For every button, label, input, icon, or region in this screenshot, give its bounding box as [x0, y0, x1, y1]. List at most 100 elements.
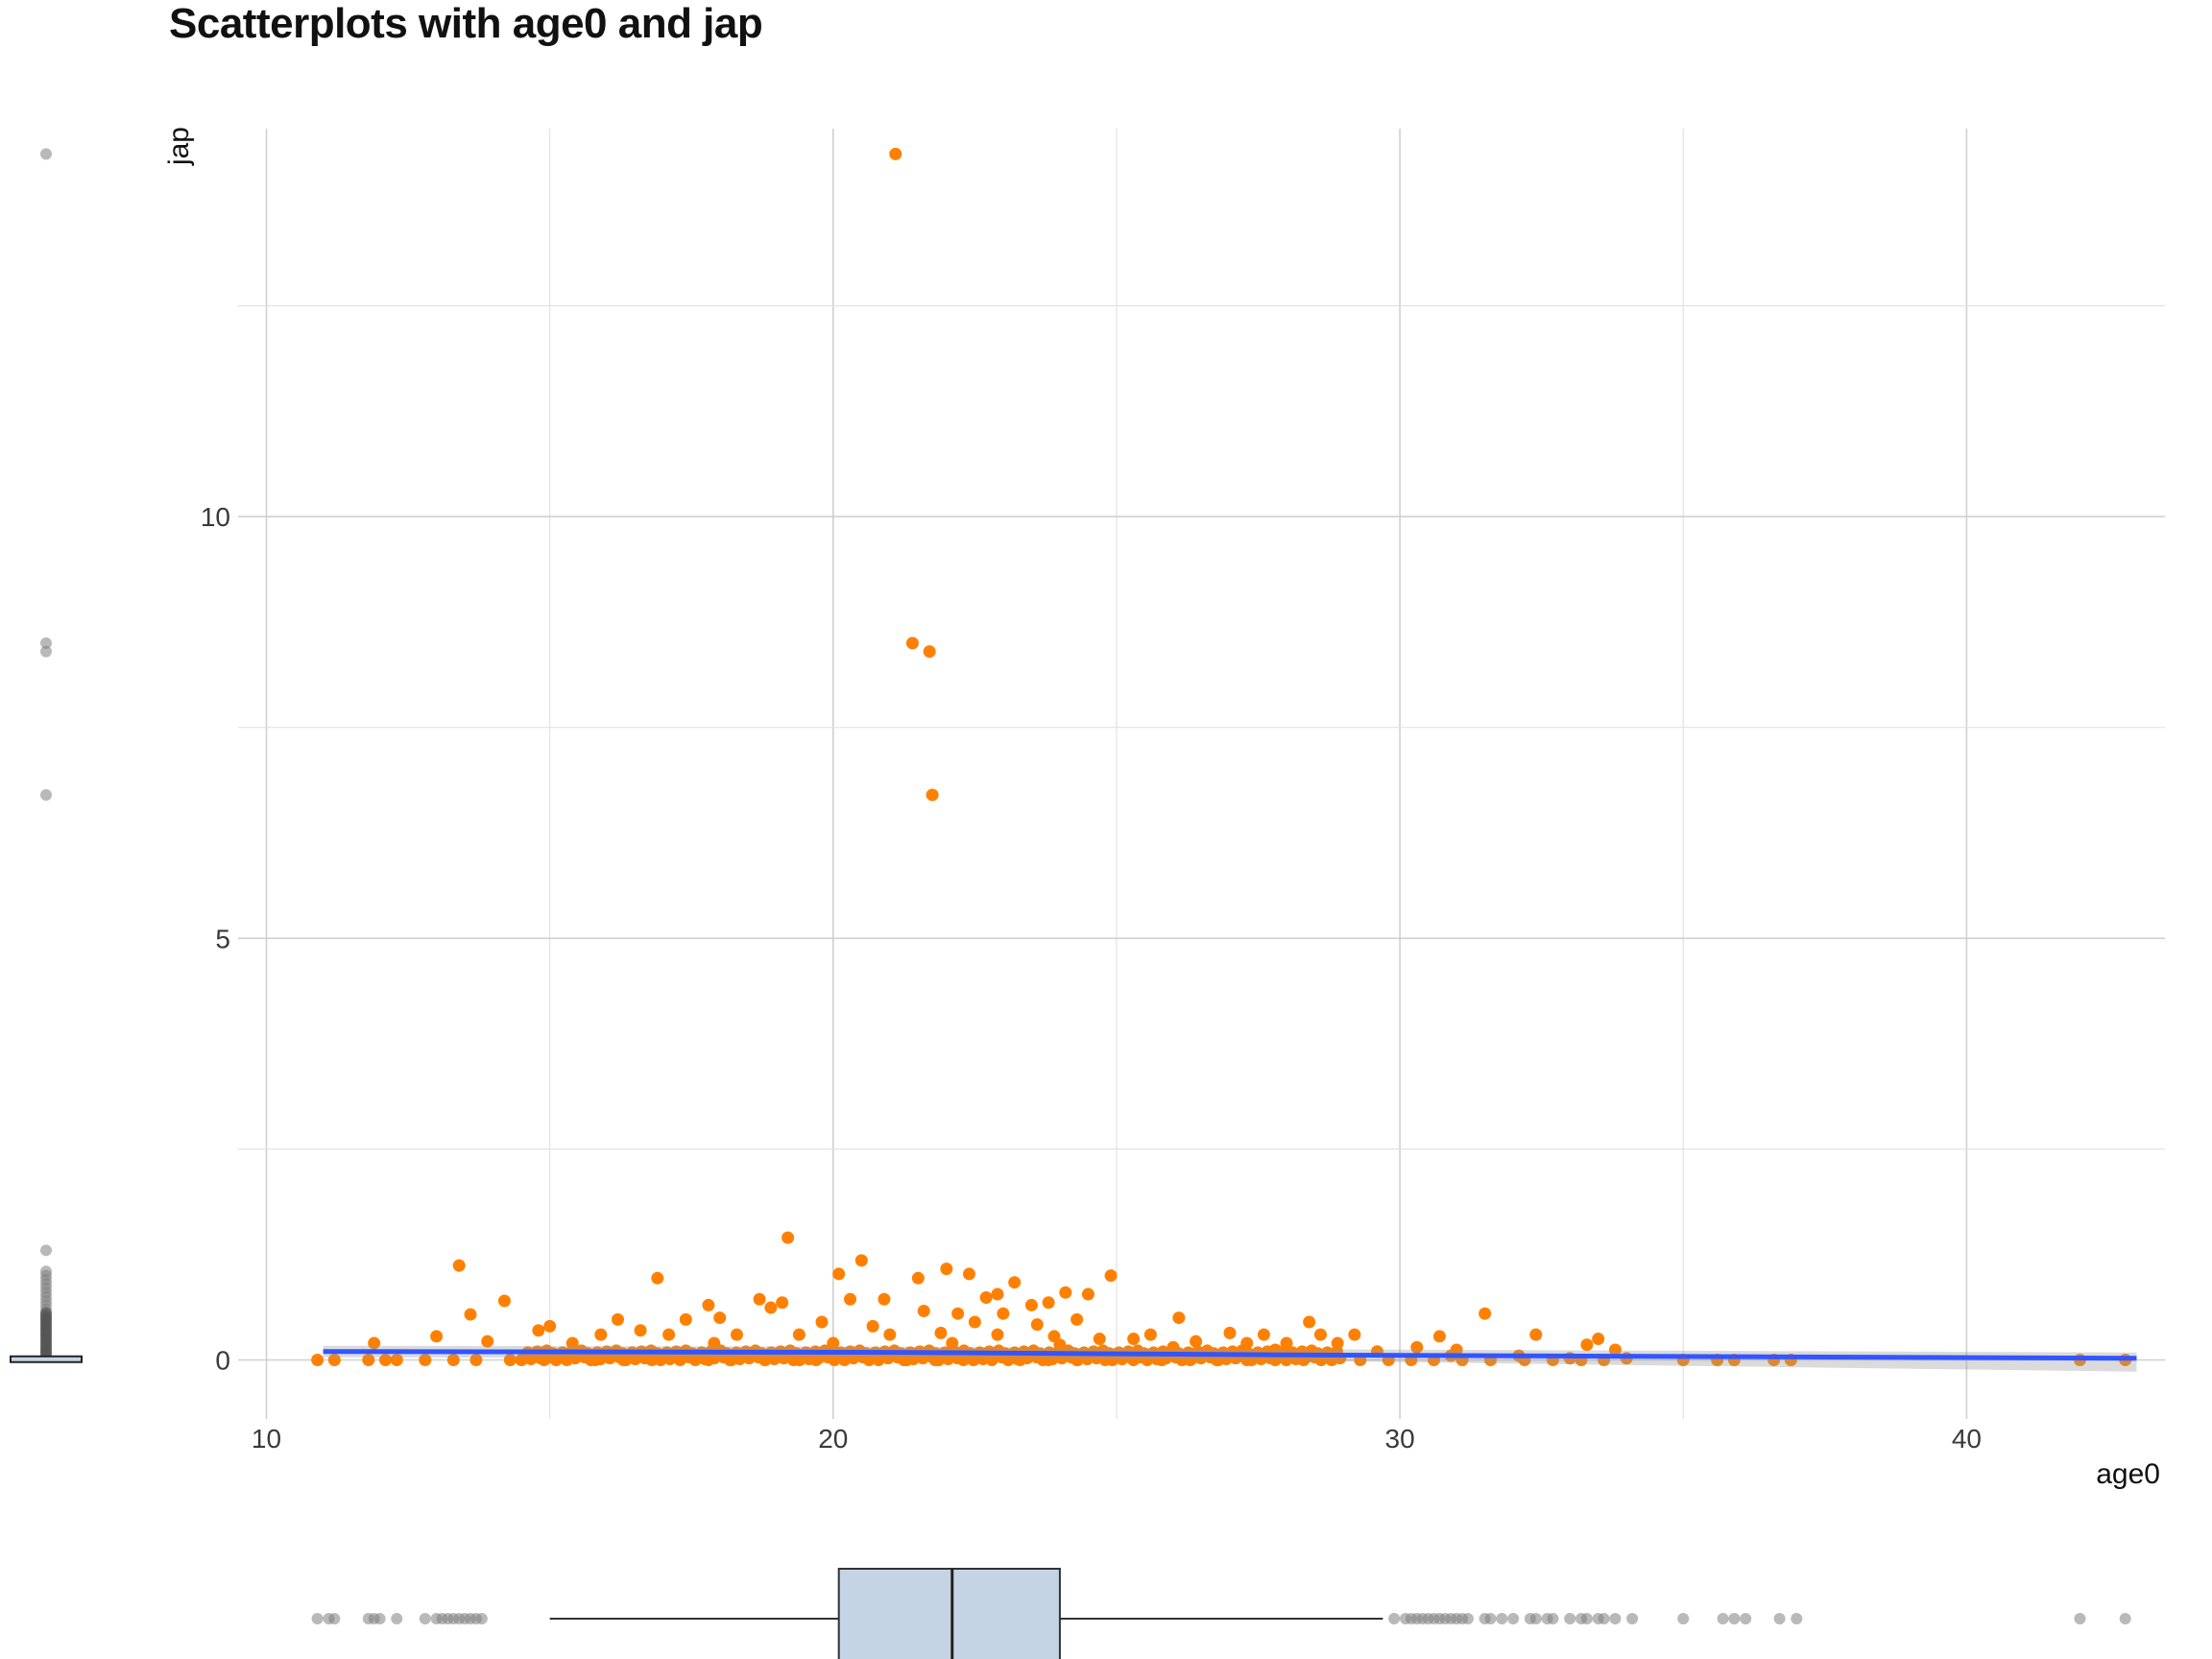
x-outlier-point	[311, 1613, 324, 1624]
data-point	[1093, 1333, 1106, 1346]
x-outlier-point	[1484, 1613, 1497, 1624]
x-tick-label: 20	[818, 1424, 848, 1454]
data-point	[446, 1354, 460, 1367]
y-outlier-point	[40, 1307, 52, 1319]
data-point	[430, 1330, 444, 1343]
data-point	[452, 1259, 466, 1272]
data-point	[1030, 1318, 1044, 1332]
x-outlier-point	[391, 1613, 403, 1624]
data-point	[764, 1301, 778, 1314]
data-point	[926, 788, 939, 802]
data-point	[962, 1267, 975, 1281]
data-point	[651, 1271, 664, 1285]
x-outlier-point	[1580, 1613, 1593, 1624]
data-point	[844, 1292, 857, 1306]
data-point	[968, 1315, 981, 1329]
data-point	[951, 1307, 965, 1320]
x-outlier-point	[1740, 1613, 1752, 1624]
data-point	[730, 1328, 743, 1341]
x-box	[837, 1568, 1061, 1659]
x-outlier-point	[1609, 1613, 1622, 1624]
x-outlier-point	[1773, 1613, 1786, 1624]
x-outlier-point	[419, 1613, 431, 1624]
data-point	[991, 1328, 1004, 1341]
data-point	[368, 1336, 381, 1350]
data-point	[362, 1354, 375, 1367]
x-marginal-boxplot	[311, 1568, 2131, 1659]
data-point	[1081, 1287, 1094, 1301]
y-tick-label: 10	[201, 502, 230, 532]
x-outlier-point	[1677, 1613, 1690, 1624]
data-point	[934, 1326, 948, 1339]
y-outlier-point	[40, 1244, 52, 1257]
grid	[238, 129, 2165, 1419]
data-point	[1223, 1326, 1237, 1339]
data-point	[1059, 1286, 1072, 1299]
data-point	[1580, 1338, 1594, 1352]
x-tick-label: 30	[1385, 1424, 1415, 1454]
data-point	[854, 1254, 868, 1267]
data-point	[390, 1354, 403, 1367]
y-axis-label: jap	[163, 127, 195, 166]
data-point	[713, 1311, 727, 1325]
x-tick-label: 10	[252, 1424, 281, 1454]
data-point	[1070, 1312, 1084, 1326]
data-point	[1143, 1328, 1157, 1341]
y-tick-label: 5	[215, 924, 230, 953]
data-point	[753, 1292, 766, 1306]
trend-line-path	[323, 1349, 2137, 1361]
data-point	[481, 1334, 494, 1348]
x-outlier-point	[1388, 1613, 1401, 1624]
data-point	[464, 1308, 477, 1321]
data-point	[503, 1354, 517, 1367]
data-point	[611, 1312, 624, 1326]
data-point	[1313, 1328, 1327, 1341]
data-point	[917, 1305, 930, 1318]
data-point	[1608, 1343, 1622, 1357]
chart-title: Scatterplots with age0 and jap	[169, 0, 763, 47]
data-point	[979, 1291, 993, 1305]
data-point	[776, 1296, 789, 1310]
data-point	[1008, 1276, 1022, 1289]
data-point	[878, 1292, 891, 1306]
data-point	[792, 1328, 805, 1341]
data-point	[378, 1354, 392, 1367]
x-outlier-point	[1507, 1613, 1520, 1624]
data-point	[634, 1324, 647, 1337]
data-point	[827, 1336, 840, 1350]
data-point	[866, 1319, 879, 1333]
data-point	[1172, 1311, 1186, 1325]
data-point	[997, 1307, 1010, 1320]
y-box	[10, 1355, 83, 1363]
data-point	[1529, 1328, 1543, 1341]
x-outlier-point	[1496, 1613, 1508, 1624]
data-point	[815, 1315, 829, 1329]
x-outlier-point	[328, 1613, 341, 1624]
data-point	[497, 1294, 511, 1308]
data-point	[911, 1271, 925, 1285]
data-point	[905, 637, 919, 650]
data-point	[991, 1287, 1004, 1301]
x-outlier-point	[1547, 1613, 1559, 1624]
data-point	[594, 1328, 608, 1341]
y-outlier-point	[40, 645, 52, 658]
data-point	[1190, 1334, 1203, 1348]
x-outlier-point	[1791, 1613, 1803, 1624]
data-point	[679, 1312, 692, 1326]
x-outlier-point	[1626, 1613, 1639, 1624]
data-point	[940, 1262, 953, 1276]
data-point	[311, 1354, 325, 1367]
y-outlier-point	[40, 148, 52, 160]
data-point	[1024, 1298, 1038, 1311]
data-point	[469, 1354, 483, 1367]
y-marginal-boxplot	[10, 148, 83, 1363]
data-point	[1592, 1333, 1605, 1346]
data-point	[1432, 1330, 1446, 1343]
x-axis-label: age0	[2096, 1458, 2160, 1490]
x-outlier-point	[475, 1613, 488, 1624]
data-point	[883, 1328, 897, 1341]
x-outlier-point	[2074, 1613, 2086, 1624]
data-point	[419, 1354, 432, 1367]
y-outlier-point	[40, 788, 52, 801]
data-point	[923, 645, 936, 659]
